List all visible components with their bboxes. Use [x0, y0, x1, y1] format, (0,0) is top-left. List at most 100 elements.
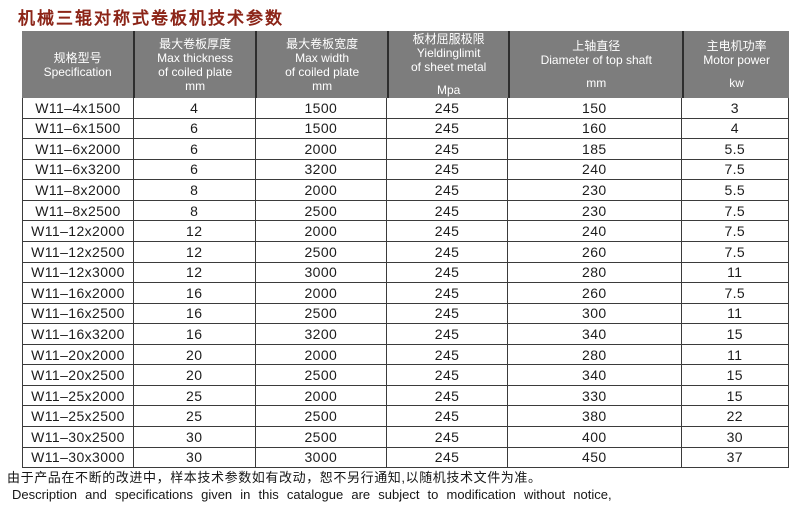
- cell-max-width: 3000: [256, 447, 388, 468]
- col-header-en: Specification: [43, 64, 112, 79]
- cell-specification: W11–6x3200: [23, 159, 134, 180]
- cell-motor-power: 7.5: [724, 223, 746, 240]
- cell-top-shaft-diameter: 260: [508, 241, 682, 262]
- col-header-cn: 板材屈服极限: [412, 32, 485, 46]
- cell-specification: W11–25x2500: [23, 406, 134, 426]
- cell-max-width: 2500: [256, 406, 388, 426]
- cell-max-thickness: 25: [134, 406, 256, 426]
- cell-max-thickness: 12: [134, 221, 256, 241]
- col-header-en: Motor power: [703, 53, 770, 67]
- cell-max-thickness: 6: [134, 118, 256, 139]
- table-row: W11–25x2000 25 2000 245 330 15: [23, 385, 788, 407]
- page-title: 机械三辊对称式卷板机技术参数: [18, 9, 284, 28]
- cell-yield-limit: 245: [387, 406, 508, 426]
- cell-max-thickness: 6: [134, 159, 256, 180]
- cell-motor-power: 5.5: [724, 140, 746, 157]
- cell-max-thickness: 25: [134, 385, 256, 406]
- cell-motor-power: 11: [727, 346, 743, 363]
- col-header-cn: 上轴直径: [572, 39, 621, 53]
- table-body: W11–4x1500 4 1500 245 150 3 W11–6x1500 6…: [22, 98, 789, 469]
- cell-yield-limit: 245: [387, 180, 508, 200]
- cell-yield-limit: 245: [387, 365, 508, 385]
- cell-max-thickness: 20: [134, 365, 256, 385]
- cell-motor-power: 37: [726, 449, 743, 466]
- cell-max-thickness: 20: [134, 344, 256, 365]
- cell-top-shaft-diameter: 340: [508, 365, 682, 385]
- cell-specification: W11–30x3000: [23, 447, 134, 468]
- col-header-max-width: 最大卷板宽度 Max width of coiled plate mm: [255, 31, 387, 98]
- cell-top-shaft-diameter: 150: [508, 98, 682, 118]
- cell-top-shaft-diameter: 450: [508, 447, 682, 468]
- cell-max-width: 3200: [256, 159, 388, 180]
- col-header-en: Max width: [295, 50, 350, 65]
- cell-yield-limit: 245: [387, 427, 508, 447]
- cell-max-width: 2500: [256, 427, 388, 447]
- cell-max-width: 1500: [256, 98, 388, 118]
- cell-specification: W11–16x2000: [23, 283, 134, 303]
- cell-motor-power: 30: [726, 428, 743, 445]
- cell-top-shaft-diameter: 280: [508, 262, 682, 283]
- cell-max-thickness: 16: [134, 303, 256, 324]
- cell-specification: W11–16x3200: [23, 324, 134, 344]
- cell-max-width: 2500: [256, 241, 388, 262]
- table-row: W11–4x1500 4 1500 245 150 3: [23, 98, 788, 119]
- footer-note-en: Description and specifications given in …: [12, 487, 612, 502]
- col-header-cn: 最大卷板宽度: [286, 36, 359, 51]
- col-header-motor-power: 主电机功率 Motor power kw: [682, 31, 789, 98]
- cell-max-width: 2000: [256, 139, 388, 159]
- col-header-cn: 规格型号: [53, 50, 102, 65]
- cell-motor-power: 5.5: [724, 182, 746, 199]
- table-header: 规格型号 Specification 最大卷板厚度 Max thickness …: [22, 31, 789, 98]
- cell-specification: W11–12x3000: [23, 262, 134, 283]
- cell-motor-power: 11: [727, 264, 743, 281]
- cell-top-shaft-diameter: 230: [508, 200, 682, 221]
- cell-yield-limit: 245: [387, 159, 508, 180]
- cell-max-width: 2000: [256, 385, 388, 406]
- cell-max-thickness: 30: [134, 447, 256, 468]
- cell-top-shaft-diameter: 240: [508, 159, 682, 180]
- spec-table: 规格型号 Specification 最大卷板厚度 Max thickness …: [22, 31, 789, 469]
- cell-max-width: 2500: [256, 303, 388, 324]
- cell-motor-power: 7.5: [724, 284, 746, 301]
- col-header-max-thickness: 最大卷板厚度 Max thickness of coiled plate mm: [133, 31, 255, 98]
- table-row: W11–6x3200 6 3200 245 240 7.5: [23, 159, 788, 181]
- cell-specification: W11–8x2500: [23, 200, 134, 221]
- col-header-yield-limit: 板材屈服极限 Yieldinglimit of sheet metal Mpa: [387, 31, 508, 98]
- table-row: W11–16x2500 16 2500 245 300 11: [23, 303, 788, 325]
- cell-yield-limit: 245: [387, 385, 508, 406]
- cell-max-width: 2000: [256, 283, 388, 303]
- cell-max-thickness: 16: [134, 324, 256, 344]
- cell-yield-limit: 245: [387, 283, 508, 303]
- cell-max-thickness: 8: [134, 200, 256, 221]
- col-header-en: of coiled plate: [158, 64, 233, 79]
- cell-motor-power: 15: [726, 367, 743, 384]
- cell-top-shaft-diameter: 340: [508, 324, 682, 344]
- col-header-unit: mm: [185, 78, 206, 93]
- cell-max-thickness: 12: [134, 241, 256, 262]
- cell-yield-limit: 245: [387, 139, 508, 159]
- cell-top-shaft-diameter: 330: [508, 385, 682, 406]
- table-row: W11–30x2500 30 2500 245 400 30: [23, 427, 788, 448]
- cell-yield-limit: 245: [387, 200, 508, 221]
- cell-yield-limit: 245: [387, 98, 508, 118]
- table-row: W11–30x3000 30 3000 245 450 37: [23, 447, 788, 469]
- table-row: W11–8x2000 8 2000 245 230 5.5: [23, 180, 788, 201]
- footer-note-cn: 由于产品在不断的改进中，样本技术参数如有改动，恕不另行通知,以随机技术文件为准。: [7, 470, 542, 485]
- cell-max-width: 1500: [256, 118, 388, 139]
- cell-max-thickness: 8: [134, 180, 256, 200]
- col-header-top-shaft-diameter: 上轴直径 Diameter of top shaft mm: [508, 31, 682, 98]
- col-header-cn: 主电机功率: [706, 39, 767, 53]
- cell-motor-power: 7.5: [724, 161, 746, 178]
- cell-top-shaft-diameter: 380: [508, 406, 682, 426]
- cell-top-shaft-diameter: 185: [508, 139, 682, 159]
- cell-motor-power: 22: [726, 408, 743, 425]
- col-header-en: of sheet metal: [410, 60, 487, 74]
- cell-yield-limit: 245: [387, 241, 508, 262]
- cell-yield-limit: 245: [387, 118, 508, 139]
- cell-yield-limit: 245: [387, 324, 508, 344]
- col-header-en: Yieldinglimit: [416, 46, 481, 60]
- cell-max-width: 3200: [256, 324, 388, 344]
- cell-max-thickness: 4: [134, 98, 256, 118]
- cell-max-width: 2000: [256, 344, 388, 365]
